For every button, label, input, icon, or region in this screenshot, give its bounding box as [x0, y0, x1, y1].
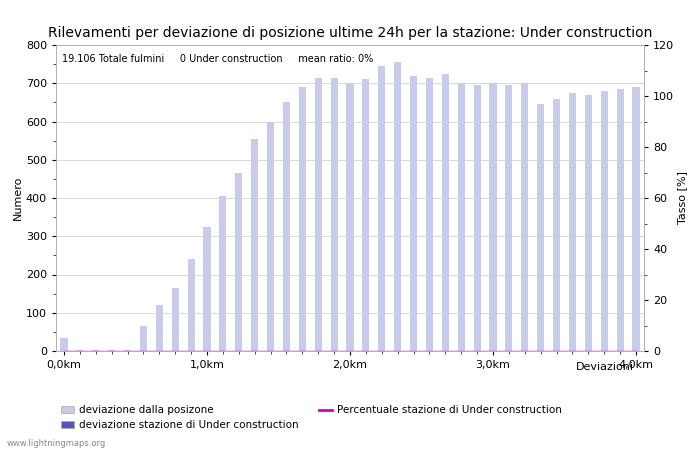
Bar	[394, 62, 401, 351]
Bar	[140, 326, 147, 351]
Bar	[76, 350, 83, 351]
Y-axis label: Tasso [%]: Tasso [%]	[677, 171, 687, 225]
Bar	[188, 259, 195, 351]
Bar	[378, 66, 386, 351]
Bar	[601, 91, 608, 351]
Bar	[584, 95, 592, 351]
Bar	[489, 83, 496, 351]
Bar	[537, 104, 545, 351]
Bar	[410, 76, 417, 351]
Bar	[553, 99, 560, 351]
Text: 19.106 Totale fulmini     0 Under construction     mean ratio: 0%: 19.106 Totale fulmini 0 Under constructi…	[62, 54, 373, 64]
Legend: deviazione dalla posizone, deviazione stazione di Under construction, Percentual: deviazione dalla posizone, deviazione st…	[61, 405, 562, 430]
Bar	[219, 196, 226, 351]
Bar	[60, 338, 67, 351]
Bar	[235, 173, 242, 351]
Text: www.lightningmaps.org: www.lightningmaps.org	[7, 439, 106, 448]
Bar	[522, 83, 528, 351]
Bar	[267, 122, 274, 351]
Bar	[251, 139, 258, 351]
Bar	[314, 77, 322, 351]
Bar	[363, 79, 370, 351]
Bar	[299, 87, 306, 351]
Bar	[346, 83, 354, 351]
Y-axis label: Numero: Numero	[13, 176, 23, 220]
Bar	[283, 103, 290, 351]
Bar	[458, 83, 465, 351]
Bar	[124, 350, 131, 351]
Bar	[330, 77, 337, 351]
Bar	[442, 74, 449, 351]
Bar	[633, 87, 640, 351]
Text: Deviazioni: Deviazioni	[575, 362, 634, 372]
Bar	[92, 350, 99, 351]
Bar	[617, 89, 624, 351]
Bar	[204, 227, 211, 351]
Bar	[569, 93, 576, 351]
Bar	[474, 85, 481, 351]
Bar	[172, 288, 178, 351]
Bar	[505, 85, 512, 351]
Bar	[426, 77, 433, 351]
Bar	[108, 350, 116, 351]
Bar	[155, 305, 163, 351]
Title: Rilevamenti per deviazione di posizione ultime 24h per la stazione: Under constr: Rilevamenti per deviazione di posizione …	[48, 26, 652, 40]
